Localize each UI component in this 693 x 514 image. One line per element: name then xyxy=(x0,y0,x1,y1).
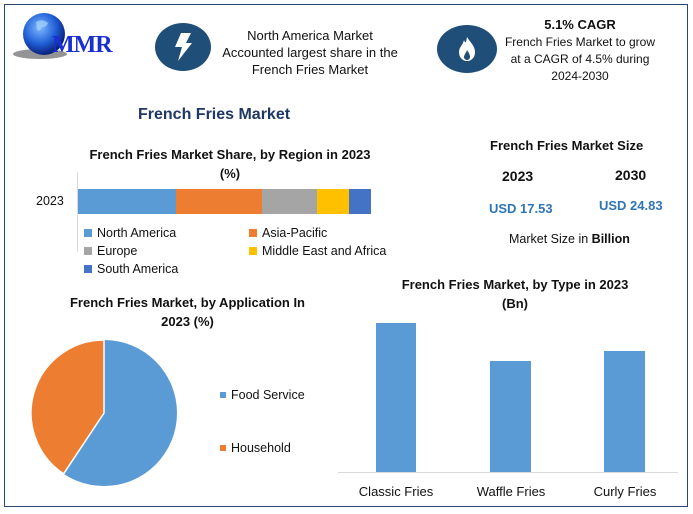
globe-icon xyxy=(13,13,67,59)
pie-slice-household xyxy=(30,339,105,475)
cagr-callout: 5.1% CAGR French Fries Market to grow at… xyxy=(495,16,665,85)
bar-segment-middle-east-africa xyxy=(317,189,349,214)
bar-segment-north-america xyxy=(78,189,176,214)
flame-icon xyxy=(459,37,475,61)
application-chart-title: French Fries Market, by Application In 2… xyxy=(69,295,305,329)
bar-segment-south-america xyxy=(349,189,371,214)
legend-household: Household xyxy=(220,439,291,457)
region-chart-title: French Fries Market Share, by Region in … xyxy=(89,147,371,181)
category-curly-fries: Curly Fries xyxy=(593,484,657,499)
logo-text: MMR xyxy=(52,32,113,58)
lightning-badge xyxy=(155,23,211,71)
legend-south-america: South America xyxy=(84,260,178,278)
region-row-label: 2023 xyxy=(36,194,64,208)
flame-badge xyxy=(437,25,497,73)
legend-middle-east-africa: Middle East and Africa xyxy=(249,242,409,260)
bar-classic-fries xyxy=(376,323,416,472)
bar-segment-asia-pacific xyxy=(175,189,262,214)
bar-waffle-fries xyxy=(490,361,531,472)
infographic-frame xyxy=(4,4,688,507)
market-size-year-2023: 2023 xyxy=(502,168,534,184)
bar-curly-fries xyxy=(604,351,645,472)
cagr-title: 5.1% CAGR xyxy=(544,17,616,32)
application-pie xyxy=(30,339,177,486)
market-size-note: Market Size in Billion xyxy=(509,232,630,246)
north-america-callout: North America Market Accounted largest s… xyxy=(222,28,398,77)
page-title: French Fries Market xyxy=(138,106,291,123)
market-size-title: French Fries Market Size xyxy=(490,138,644,153)
legend-food-service: Food Service xyxy=(220,386,305,404)
market-size-value-2030: USD 24.83 xyxy=(599,198,663,213)
lightning-icon xyxy=(175,33,192,61)
type-axis-line xyxy=(338,472,678,473)
market-size-year-2030: 2030 xyxy=(615,167,647,183)
mmr-logo: MMR xyxy=(12,10,113,60)
market-size-value-2023: USD 17.53 xyxy=(489,201,553,216)
region-stacked-bar xyxy=(78,189,371,214)
region-axis-line xyxy=(77,172,78,252)
category-waffle-fries: Waffle Fries xyxy=(476,484,546,499)
type-chart-title: French Fries Market, by Type in 2023 (Bn… xyxy=(401,277,629,311)
bar-segment-europe xyxy=(262,189,318,214)
category-classic-fries: Classic Fries xyxy=(358,484,434,499)
legend-north-america: North America xyxy=(84,224,176,242)
legend-europe: Europe xyxy=(84,242,137,260)
legend-asia-pacific: Asia-Pacific xyxy=(249,224,327,242)
